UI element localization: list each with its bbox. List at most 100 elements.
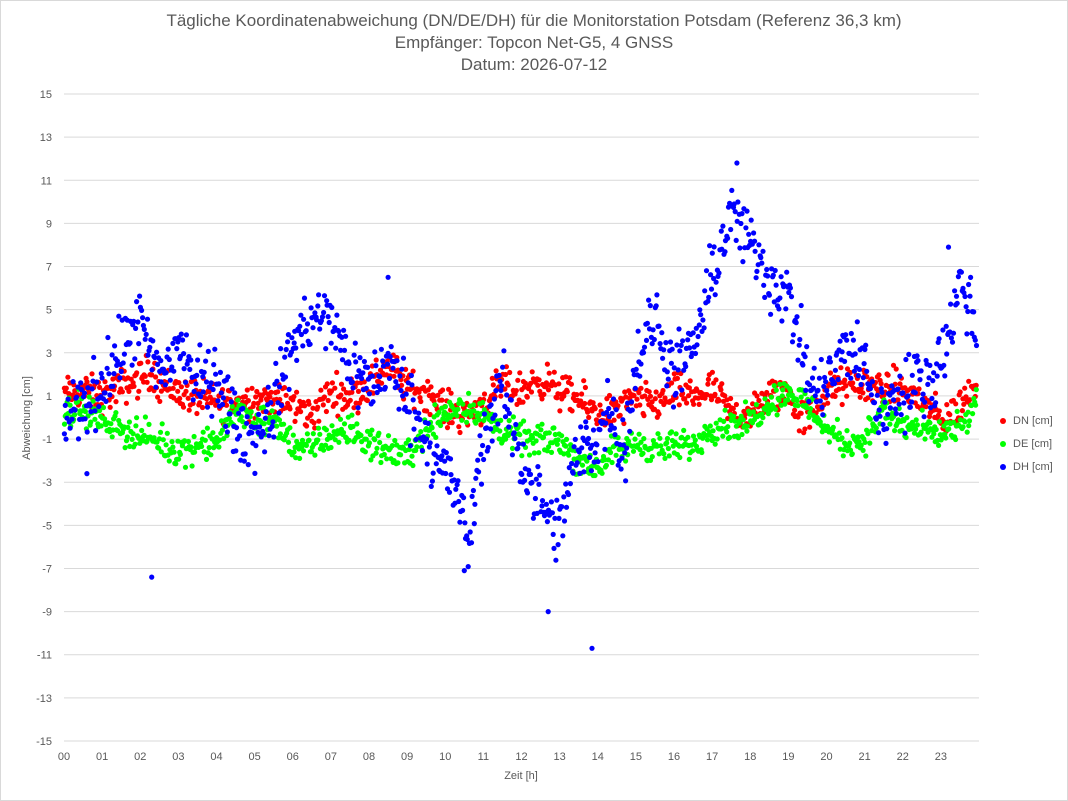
point-de <box>844 428 850 434</box>
point-dn <box>253 394 259 400</box>
point-dh <box>602 446 608 452</box>
point-dh <box>548 499 555 505</box>
point-dn <box>796 428 802 434</box>
y-tick-label: 13 <box>40 132 52 144</box>
x-tick-label: 23 <box>935 751 947 763</box>
point-dh <box>876 407 882 413</box>
legend-label-dh: DH [cm] <box>1013 460 1053 473</box>
point-dh <box>365 364 371 370</box>
point-de <box>384 456 390 462</box>
point-dn <box>686 393 692 399</box>
point-de <box>539 421 545 427</box>
point-de <box>650 438 657 444</box>
point-de <box>599 470 605 476</box>
y-tick-label: 15 <box>40 89 52 101</box>
point-dh <box>930 378 936 384</box>
y-tick-label: -13 <box>36 693 52 705</box>
point-dn <box>684 400 690 406</box>
point-dn <box>318 387 324 393</box>
x-tick-label: 07 <box>325 751 337 763</box>
point-dh <box>378 386 384 392</box>
point-dn <box>569 408 575 414</box>
point-dn <box>155 394 161 400</box>
point-dh <box>428 483 434 489</box>
point-de <box>662 455 668 461</box>
point-dh <box>701 325 707 331</box>
x-tick-label: 05 <box>249 751 261 763</box>
point-dn <box>158 388 164 394</box>
point-dn <box>567 375 573 381</box>
point-dn <box>718 387 724 393</box>
chart-subtitle-date: Datum: 2026-07-12 <box>460 55 608 74</box>
point-dh <box>893 410 899 417</box>
point-de <box>546 430 552 436</box>
point-dn <box>373 357 379 363</box>
point-dh <box>461 568 467 574</box>
point-de <box>855 434 861 440</box>
point-dh <box>868 392 875 398</box>
point-de <box>676 443 682 449</box>
point-dh <box>579 445 585 451</box>
point-dn <box>885 372 891 378</box>
point-dn <box>936 408 942 414</box>
point-dh <box>289 335 295 341</box>
point-dh <box>953 293 960 299</box>
point-dh <box>495 421 501 427</box>
point-de <box>973 402 979 408</box>
point-de <box>661 451 667 457</box>
point-dh <box>952 288 958 294</box>
point-dn <box>249 385 255 391</box>
point-dh <box>301 316 307 322</box>
point-dn <box>617 412 623 418</box>
point-de <box>146 421 152 427</box>
point-dh <box>703 268 710 274</box>
point-dh <box>478 481 485 487</box>
x-tick-label: 12 <box>515 751 527 763</box>
point-dh <box>818 356 824 363</box>
point-de <box>436 409 442 415</box>
point-dn <box>281 385 288 391</box>
point-de <box>410 462 416 469</box>
point-dn <box>224 402 230 408</box>
point-dh <box>131 318 137 324</box>
point-de <box>526 428 532 434</box>
point-dh <box>526 467 532 473</box>
point-dh <box>227 411 233 417</box>
point-dh <box>506 424 512 430</box>
point-dh <box>416 410 422 416</box>
point-dh <box>972 337 978 343</box>
point-dh <box>664 383 670 389</box>
point-de <box>189 463 195 469</box>
point-dh <box>675 367 681 373</box>
point-dn <box>582 384 589 391</box>
point-dh <box>563 504 570 510</box>
point-de <box>670 443 676 449</box>
point-dn <box>355 410 361 416</box>
point-de <box>385 433 392 439</box>
point-dh <box>478 451 484 457</box>
point-de <box>710 428 716 434</box>
point-dh <box>949 339 956 345</box>
point-dh <box>589 442 595 448</box>
point-dh <box>536 481 542 487</box>
point-de <box>544 448 550 454</box>
point-de <box>664 435 671 442</box>
point-dh <box>81 390 88 396</box>
point-dn <box>551 369 557 375</box>
point-dh <box>613 407 619 413</box>
legend-item-de: DE [cm] <box>1000 432 1066 455</box>
point-dh <box>933 400 939 406</box>
point-de <box>90 398 96 404</box>
point-dh <box>94 379 100 385</box>
point-dn <box>194 410 200 417</box>
point-de <box>418 429 424 435</box>
point-dh <box>127 340 133 346</box>
point-dn <box>578 398 584 404</box>
point-dh <box>99 375 105 381</box>
x-axis-title: Zeit [h] <box>504 770 538 782</box>
point-de <box>137 440 143 446</box>
point-dh <box>133 325 139 331</box>
point-dn <box>554 395 560 401</box>
point-de <box>721 418 727 424</box>
point-dn <box>119 389 125 395</box>
